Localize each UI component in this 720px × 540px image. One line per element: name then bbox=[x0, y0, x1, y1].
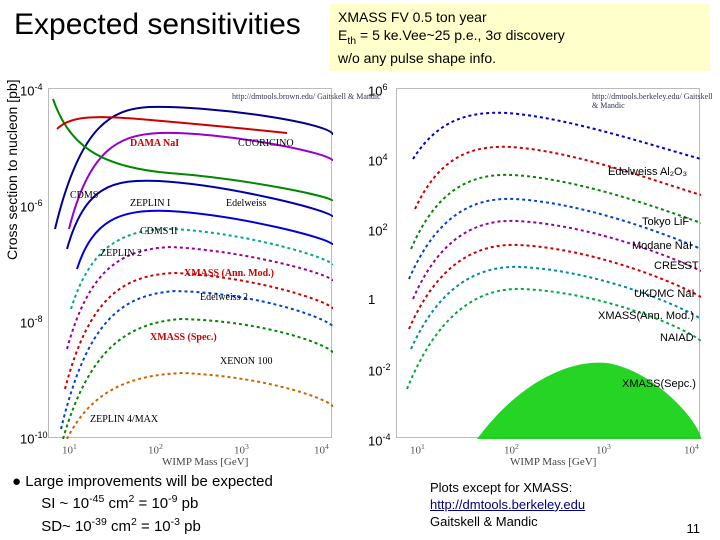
curve-label: ZEPLIN I bbox=[130, 198, 170, 209]
curve-label: DAMA NaI bbox=[130, 138, 179, 149]
curve-label: ZEPLIN 2 bbox=[100, 248, 142, 259]
curve-label: Edelweiss Al₂O₃ bbox=[608, 166, 687, 178]
xtick: 103 bbox=[234, 442, 249, 457]
ytick: 10-4 bbox=[20, 82, 43, 98]
xtick: 101 bbox=[62, 442, 77, 457]
left-attribution: http://dmtools.brown.edu/ Gaitskell & Ma… bbox=[232, 92, 381, 101]
curve-label: Edelweiss bbox=[226, 198, 267, 209]
xtick: 102 bbox=[148, 442, 163, 457]
header-line3: w/o any pulse shape info. bbox=[338, 49, 702, 67]
ytick: 106 bbox=[368, 82, 388, 98]
curve-label: UKDMC NaI bbox=[634, 288, 695, 300]
curve-label: XMASS(Ann. Mod.) bbox=[598, 310, 694, 322]
source-link[interactable]: http://dmtools.berkeley.edu bbox=[430, 497, 585, 512]
ytick: 104 bbox=[368, 152, 388, 168]
right-attribution: http://dmtools.berkeley.edu/ Gaitskell &… bbox=[592, 92, 720, 110]
xtick: 104 bbox=[684, 442, 699, 457]
header-line2: Eth = 5 ke.Vee~25 p.e., 3σ discovery bbox=[338, 26, 702, 48]
header-box: XMASS FV 0.5 ton year Eth = 5 ke.Vee~25 … bbox=[330, 4, 710, 71]
header-line1: XMASS FV 0.5 ton year bbox=[338, 8, 702, 26]
xtick: 101 bbox=[410, 442, 425, 457]
ytick: 10-8 bbox=[20, 314, 43, 330]
y-axis-label: Cross section to nucleon [pb] bbox=[4, 79, 20, 260]
plot-source-note: Plots except for XMASS: http://dmtools.b… bbox=[430, 480, 585, 531]
curve-label: CDMS bbox=[70, 190, 98, 201]
curve-label: XENON 100 bbox=[220, 356, 273, 367]
xtick: 104 bbox=[314, 442, 329, 457]
curve-label: CUORICINO bbox=[238, 138, 294, 149]
ytick: 10-2 bbox=[368, 362, 391, 378]
bottom-text: ● Large improvements will be expected SI… bbox=[12, 472, 273, 537]
curve-label: XMASS(Sepc.) bbox=[622, 378, 696, 390]
curve-label: Modane NaI bbox=[632, 240, 692, 252]
curve-label: CDMS II bbox=[140, 226, 178, 237]
curve-label: Tokyo LiF bbox=[642, 216, 689, 228]
ytick: 1 bbox=[368, 292, 375, 307]
ytick: 10-4 bbox=[368, 432, 391, 448]
right-x-label: WIMP Mass [GeV] bbox=[510, 456, 596, 468]
ytick: 102 bbox=[368, 222, 388, 238]
ytick: 10-10 bbox=[20, 430, 48, 446]
curve-label: ZEPLIN 4/MAX bbox=[90, 414, 158, 425]
xtick: 103 bbox=[596, 442, 611, 457]
curve-label: XMASS (Ann. Mod.) bbox=[184, 268, 274, 279]
curve-label: XMASS (Spec.) bbox=[150, 332, 217, 343]
page-number: 11 bbox=[687, 521, 701, 536]
curve-label: NAIAD bbox=[660, 332, 694, 344]
slide-title: Expected sensitivities bbox=[14, 8, 301, 42]
curve-label: CRESST bbox=[654, 260, 699, 272]
curve-label: Edelweiss 2 bbox=[200, 292, 248, 303]
ytick: 10-6 bbox=[20, 198, 43, 214]
left-x-label: WIMP Mass [GeV] bbox=[162, 456, 248, 468]
xtick: 102 bbox=[504, 442, 519, 457]
